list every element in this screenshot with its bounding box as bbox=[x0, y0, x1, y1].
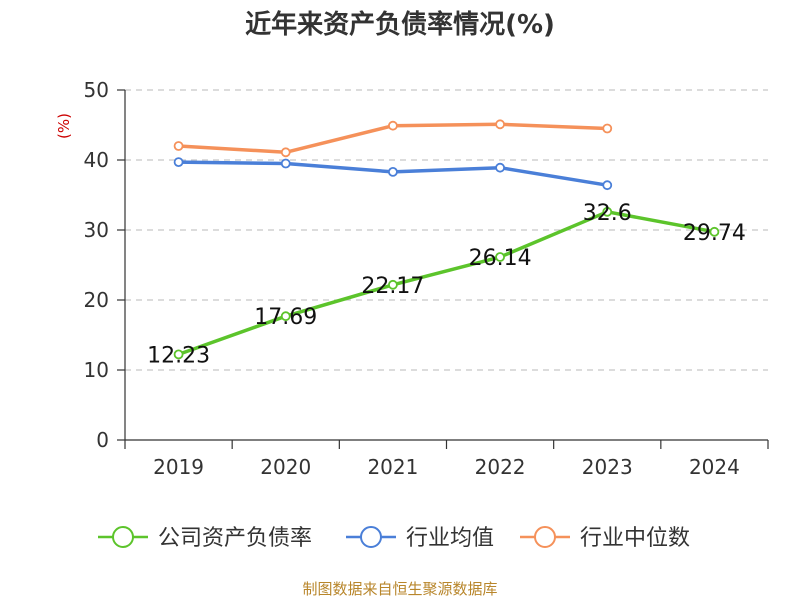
x-tick-label: 2022 bbox=[475, 455, 526, 479]
legend-marker bbox=[360, 526, 382, 548]
data-point bbox=[495, 162, 505, 173]
legend-marker bbox=[112, 526, 134, 548]
y-tick-label: 0 bbox=[96, 428, 109, 452]
axes: 0 10 20 30 40 50 2019 2020 2021 2022 2023 2024 (%) bbox=[55, 78, 769, 479]
data-point bbox=[602, 180, 613, 191]
chart-title: 近年来资产负债率情况(%) bbox=[245, 10, 555, 40]
data-label: 17.69 bbox=[254, 305, 317, 330]
data-point bbox=[280, 147, 291, 158]
grid bbox=[125, 89, 768, 371]
data-point bbox=[495, 119, 505, 130]
x-tick-label: 2024 bbox=[689, 455, 740, 479]
data-point bbox=[388, 120, 398, 131]
data-point bbox=[602, 206, 613, 217]
y-tick-label: 40 bbox=[84, 148, 109, 172]
data-point bbox=[173, 157, 184, 168]
data-label: 22.17 bbox=[361, 274, 424, 299]
legend-item: 行业均值 bbox=[346, 526, 494, 551]
y-tick-label: 20 bbox=[84, 288, 109, 312]
x-tick-label: 2021 bbox=[367, 455, 418, 479]
data-point bbox=[173, 141, 184, 151]
data-point bbox=[709, 226, 720, 237]
legend-label: 行业中位数 bbox=[580, 526, 690, 551]
legend-item: 行业中位数 bbox=[520, 526, 690, 551]
data-point bbox=[388, 166, 398, 177]
data-point bbox=[280, 311, 291, 322]
legend-label: 公司资产负债率 bbox=[158, 526, 312, 551]
data-labels: 12.23 17.69 22.17 26.14 32.6 29.74 bbox=[147, 201, 746, 369]
y-tick-label: 10 bbox=[84, 358, 109, 382]
series bbox=[173, 119, 720, 360]
legend: 公司资产负债率 行业均值 行业中位数 bbox=[98, 526, 690, 551]
x-tick-label: 2019 bbox=[153, 455, 204, 479]
data-point bbox=[280, 158, 291, 169]
data-label: 29.74 bbox=[683, 221, 746, 246]
data-label: 12.23 bbox=[147, 343, 210, 368]
data-point bbox=[388, 279, 398, 290]
series-line bbox=[177, 210, 715, 357]
data-point bbox=[495, 252, 505, 262]
y-axis-label: (%) bbox=[55, 113, 73, 139]
source-note: 制图数据来自恒生聚源数据库 bbox=[302, 580, 498, 598]
x-tick-label: 2023 bbox=[582, 455, 633, 479]
data-label: 26.14 bbox=[469, 246, 532, 271]
data-label: 32.6 bbox=[583, 201, 632, 226]
y-tick-label: 50 bbox=[84, 78, 109, 102]
legend-label: 行业均值 bbox=[406, 526, 494, 551]
legend-item: 公司资产负债率 bbox=[98, 526, 312, 551]
y-tick-label: 30 bbox=[84, 218, 109, 242]
x-tick-label: 2020 bbox=[260, 455, 311, 479]
legend-marker bbox=[534, 526, 556, 548]
data-point bbox=[173, 349, 184, 360]
data-point bbox=[602, 123, 613, 134]
